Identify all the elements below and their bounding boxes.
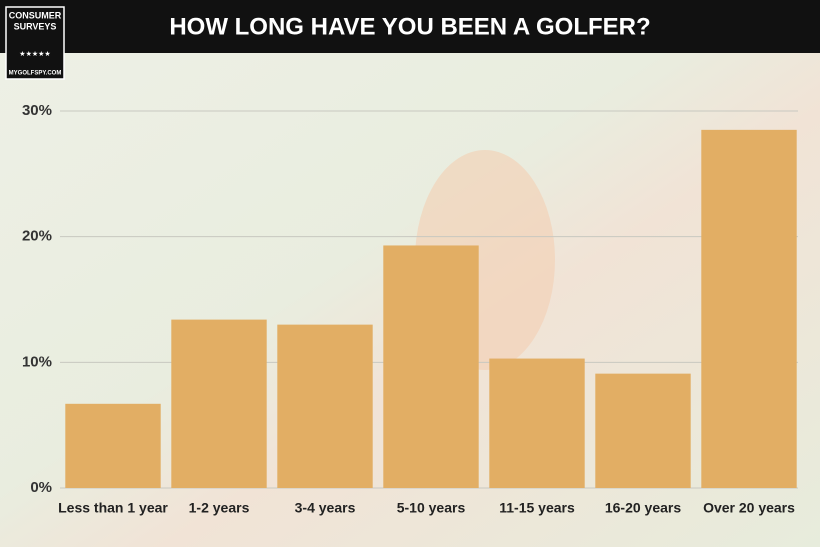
x-tick-label: 5-10 years: [397, 500, 466, 516]
logo-site: MYGOLFSPY.COM: [9, 71, 62, 77]
x-tick-label: Over 20 years: [703, 500, 795, 516]
chart-title: HOW LONG HAVE YOU BEEN A GOLFER?: [169, 13, 650, 40]
bar: [171, 319, 267, 488]
y-tick-label: 30%: [22, 102, 52, 119]
bar: [701, 129, 797, 488]
x-tick-label: 11-15 years: [499, 500, 575, 516]
y-tick-label: 10%: [22, 353, 52, 370]
header-bar: [0, 0, 820, 53]
bar: [595, 373, 691, 488]
logo-text: CONSUMER: [9, 10, 62, 20]
logo-text: SURVEYS: [14, 21, 57, 31]
y-tick-label: 20%: [22, 228, 52, 245]
bar: [65, 403, 161, 488]
x-tick-label: 16-20 years: [605, 500, 682, 516]
x-tick-label: 1-2 years: [189, 500, 250, 516]
bar: [383, 245, 479, 488]
logo-stars: ★★★★★: [19, 50, 50, 58]
logo-box: [5, 6, 65, 80]
bar: [489, 358, 585, 488]
bar: [277, 324, 373, 488]
y-tick-label: 0%: [30, 479, 52, 496]
x-tick-label: Less than 1 year: [58, 500, 168, 516]
x-tick-label: 3-4 years: [295, 500, 356, 516]
